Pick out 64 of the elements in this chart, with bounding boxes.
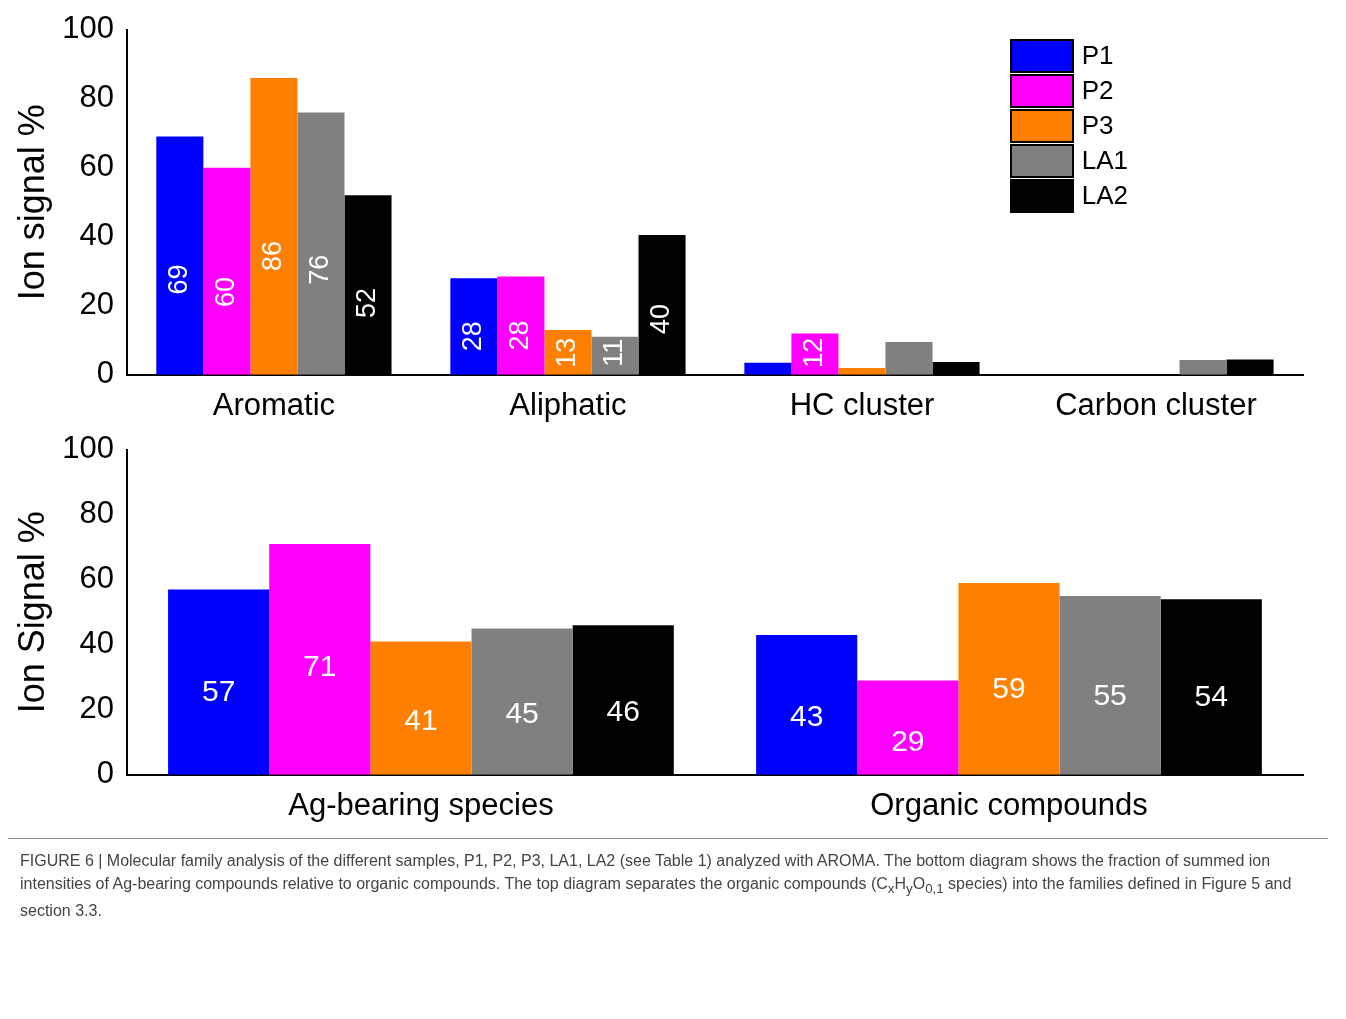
data-label: 29 [891, 724, 925, 758]
bar [958, 582, 1060, 775]
y-tick-label: 20 [79, 286, 114, 322]
y-tick-label: 60 [79, 560, 114, 596]
bar [857, 680, 959, 775]
data-label: 60 [210, 276, 241, 307]
data-label: 12 [798, 337, 829, 368]
data-label: 46 [606, 693, 640, 727]
x-tick-label: Ag-bearing species [288, 786, 554, 822]
data-label: 76 [304, 254, 335, 285]
legend-label: P2 [1081, 75, 1114, 106]
y-tick-label: 0 [96, 355, 114, 391]
legend-label: P3 [1081, 110, 1114, 141]
x-tick-label: Aliphatic [509, 386, 627, 422]
data-label: 11 [598, 338, 629, 367]
data-label: 59 [992, 670, 1026, 704]
y-axis-title: Ion Signal % [10, 511, 52, 714]
bar [1059, 595, 1161, 775]
data-label: 13 [551, 337, 582, 368]
data-label: 45 [505, 695, 539, 729]
y-tick-label: 100 [62, 430, 114, 466]
bar [168, 589, 270, 775]
bar [370, 641, 472, 775]
data-label: 54 [1194, 679, 1228, 713]
legend-label: P1 [1081, 40, 1114, 71]
y-tick-label: 60 [79, 148, 114, 184]
x-tick-label: HC cluster [789, 386, 935, 422]
text: FIGURE 6 | Molecular family analysis of the different samples, P1, P2, P3, LA1, LA2 (see Table 1) analyzed with AROMA. The bottom diagram shows the fraction of summed ion intensities of Ag-bearing compounds relative to organic compounds. The top diagram separates the organic compounds (C$_{x}$H$_{y}$O$_{0,1}$ species) into the families defined in Figure 5 and section 3.3. [20, 852, 1292, 919]
legend-label: LA2 [1081, 180, 1128, 211]
data-label: 69 [163, 264, 194, 295]
data-label: 28 [504, 320, 535, 351]
y-tick-label: 80 [79, 495, 114, 531]
data-label: 43 [790, 699, 824, 733]
data-label: 86 [257, 241, 288, 272]
x-tick-label: Aromatic [212, 386, 336, 422]
y-tick-label: 80 [79, 79, 114, 115]
bar [744, 362, 792, 375]
x-tick-label: Organic compounds [870, 786, 1148, 822]
bar [450, 278, 498, 375]
bar [203, 167, 251, 375]
data-label: 40 [645, 303, 676, 334]
bar [497, 276, 545, 375]
x-tick-label: Carbon cluster [1055, 386, 1257, 422]
data-label: 28 [457, 321, 488, 352]
y-tick-label: 100 [62, 10, 114, 46]
y-axis-title: Ion signal % [10, 104, 52, 301]
data-label: 57 [201, 674, 236, 708]
y-tick-label: 40 [79, 217, 114, 253]
bar [885, 342, 933, 375]
bar [756, 634, 858, 775]
data-label: 52 [351, 287, 382, 319]
bar [471, 628, 573, 775]
bar [156, 136, 204, 375]
data-label: 71 [303, 649, 337, 683]
y-tick-label: 40 [79, 625, 114, 661]
y-tick-label: 20 [79, 690, 114, 726]
data-label: 55 [1093, 677, 1127, 711]
bar [1179, 359, 1227, 375]
bar [297, 112, 345, 375]
legend-label: LA1 [1081, 145, 1128, 176]
bar [269, 543, 371, 775]
y-tick-label: 0 [96, 755, 114, 791]
data-label: 41 [404, 702, 438, 736]
bar [250, 77, 298, 375]
